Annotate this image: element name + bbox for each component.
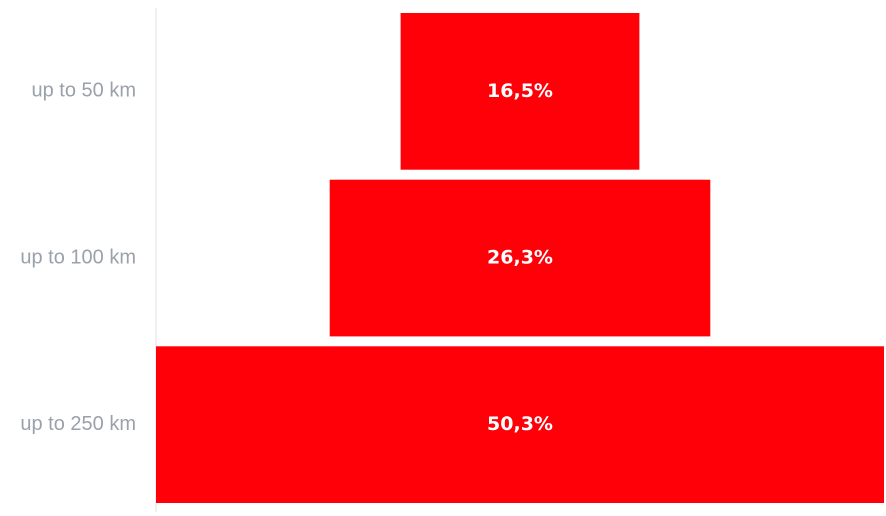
bar-1 bbox=[400, 13, 640, 170]
bar-3 bbox=[156, 346, 884, 503]
labels-group: up to 50 km 16,5% up to 100 km 26,3% up to 2… bbox=[20, 80, 553, 436]
value-label-1: 16,5% bbox=[487, 80, 553, 102]
value-label-2: 26,3% bbox=[487, 247, 553, 269]
value-label-3: 50,3% bbox=[487, 413, 553, 435]
category-label-2: up to 100 km bbox=[20, 246, 136, 268]
bar-2 bbox=[329, 179, 711, 337]
bars-group bbox=[156, 13, 884, 503]
category-label-1: up to 50 km bbox=[31, 80, 136, 102]
category-label-3: up to 250 km bbox=[20, 413, 136, 435]
